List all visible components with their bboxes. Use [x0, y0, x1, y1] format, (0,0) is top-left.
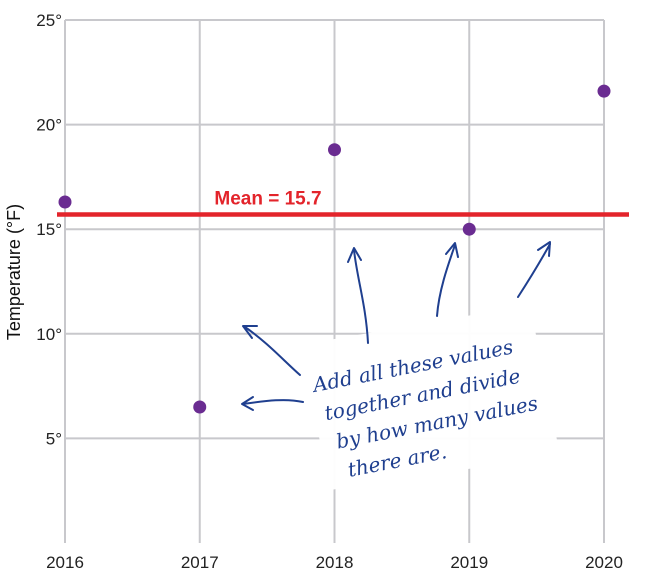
y-tick-label: 20°: [36, 116, 62, 135]
arrow-to-2018: [353, 249, 369, 344]
y-tick-label: 25°: [36, 11, 62, 30]
mean-line-group: Mean = 15.7: [57, 189, 629, 217]
x-tick-label: 2018: [316, 553, 354, 572]
arrow-head-2019: [445, 242, 459, 258]
arrow-head-2017: [241, 396, 254, 411]
arrow-to-2017: [242, 399, 304, 405]
arrow-head-2016: [242, 325, 258, 339]
x-tick-label: 2017: [181, 553, 219, 572]
mean-label: Mean = 15.7: [214, 189, 321, 210]
data-point-2020: [597, 84, 611, 98]
annotation-arrows: [241, 241, 551, 411]
y-tick-label: 5°: [46, 429, 62, 448]
y-axis-label: Temperature (°F): [4, 204, 24, 340]
x-tick-label: 2016: [46, 553, 84, 572]
x-tick-labels: 2016 2017 2018 2019 2020: [46, 553, 623, 572]
arrow-to-2016: [244, 326, 301, 376]
arrow-to-2019: [436, 244, 456, 317]
arrow-to-2020: [517, 243, 551, 298]
data-point-2017: [193, 400, 207, 414]
data-points: [58, 84, 611, 414]
data-point-2018: [328, 143, 341, 157]
x-tick-label: 2019: [450, 553, 488, 572]
y-tick-label: 10°: [36, 325, 62, 344]
x-tick-label: 2020: [585, 553, 623, 572]
arrow-head-2020: [537, 241, 551, 257]
y-tick-label: 15°: [36, 220, 62, 239]
data-point-2016: [58, 195, 72, 209]
y-tick-labels: 5° 10° 15° 20° 25°: [36, 11, 62, 448]
data-point-2019: [462, 222, 476, 236]
arrow-head-2018: [347, 247, 362, 263]
annotation-background: [300, 305, 560, 490]
